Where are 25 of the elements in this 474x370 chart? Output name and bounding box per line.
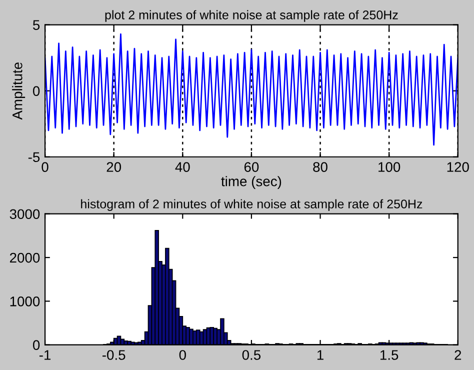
x-tick-label: 120 <box>447 162 469 172</box>
chart-title: plot 2 minutes of white noise at sample rate of 250Hz <box>105 10 398 22</box>
x-axis-title: time (sec) <box>221 176 282 190</box>
x-tick-label: 2 <box>454 350 462 360</box>
chart-title: histogram of 2 minutes of white noise at sample rate of 250Hz <box>81 199 422 211</box>
y-tick-label: 2000 <box>10 252 40 263</box>
x-tick-label: 20 <box>106 162 122 172</box>
x-tick-label: 100 <box>378 162 400 172</box>
x-tick-label: -0.5 <box>102 350 126 360</box>
x-tick-label: 0.5 <box>242 350 261 360</box>
x-tick-label: -1 <box>39 350 51 360</box>
x-tick-label: 0 <box>179 350 186 360</box>
y-tick-label: 0 <box>32 86 40 96</box>
y-tick-label: 1000 <box>10 296 40 306</box>
x-tick-label: 60 <box>244 162 259 172</box>
y-tick-label: 5 <box>33 20 40 30</box>
x-tick-label: 1.5 <box>380 350 398 360</box>
x-tick-label: 40 <box>175 162 190 172</box>
y-axis-title: Amplitute <box>12 62 26 120</box>
x-tick-label: 1 <box>317 350 324 360</box>
y-tick-label: -5 <box>28 152 40 162</box>
y-tick-label: 3000 <box>10 209 40 220</box>
x-tick-label: 80 <box>313 162 328 172</box>
x-tick-label: 0 <box>42 162 48 172</box>
y-tick-label: 0 <box>32 340 40 350</box>
